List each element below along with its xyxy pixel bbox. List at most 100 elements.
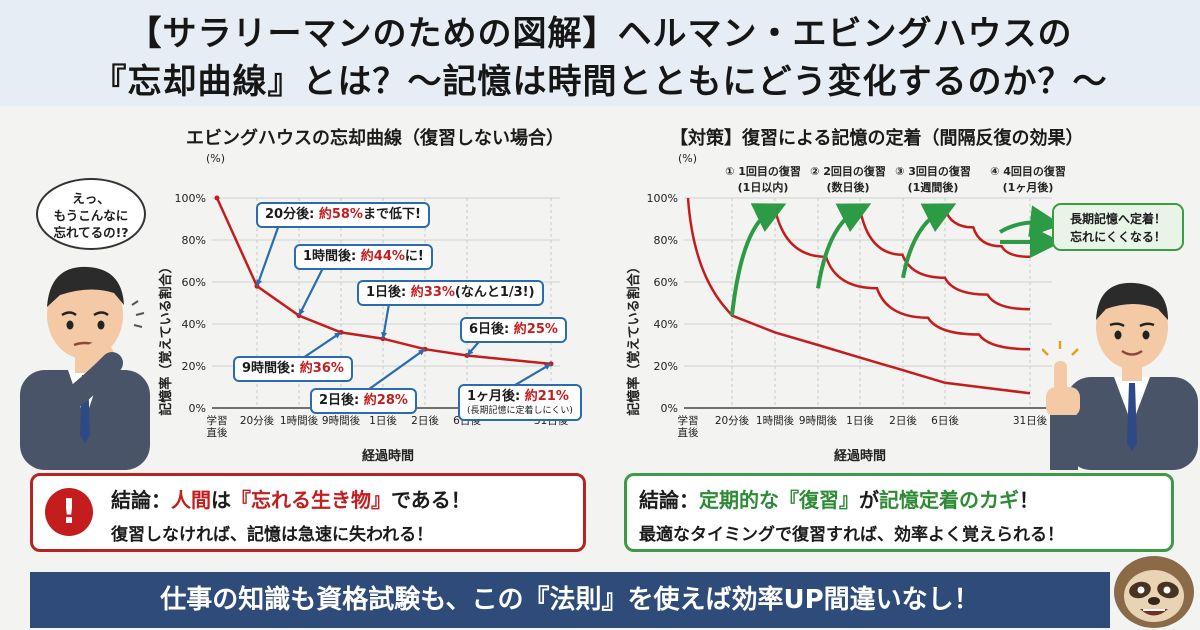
- left-chart-y-tick-label: 60%: [182, 276, 206, 289]
- left-callout-arrows: [255, 221, 552, 393]
- baseline-decay-curve: [686, 197, 1031, 395]
- right-chart-x-tick-label: 31日後: [1013, 414, 1048, 427]
- review-4-label: ④ 4回目の復習: [990, 164, 1066, 178]
- conclusion-right-hl2: 『復習』: [779, 488, 859, 512]
- callout-arrow: [255, 221, 282, 287]
- right-panel: 【対策】復習による記憶の定着（間隔反復の効果） 0% 20% 40% 60% 80% 10…: [600, 110, 1200, 470]
- title-band: [0, 0, 1200, 106]
- speech-line-3: 忘れてるの!?: [53, 225, 129, 240]
- left-chart-x-tick-label: 1時間後: [280, 414, 319, 427]
- left-x-axis-label: 経過時間: [362, 448, 414, 464]
- conclusion-left-line-2: 復習しなければ、記憶は急速に失われる！: [111, 525, 434, 545]
- right-y-axis-label: 記憶率（覚えている割合）: [626, 260, 642, 415]
- left-chart-x-tick-label: 20分後: [240, 414, 275, 427]
- conclusion-left-mid: は: [211, 488, 231, 512]
- callout-arrow: [509, 362, 552, 389]
- right-chart-x-tick-label: 20分後: [715, 414, 750, 427]
- left-chart-y-tick-label: 0%: [189, 402, 206, 415]
- left-chart-y-tick-label: 100%: [175, 192, 206, 205]
- right-chart-x-tick-label: 直後: [678, 426, 699, 439]
- callout-arrowhead: [256, 279, 262, 287]
- callout-6days: 6日後: 約25%: [460, 317, 567, 343]
- callout-1hour-value: 約44%: [360, 249, 405, 264]
- review-2-timing: (数日後): [826, 180, 869, 194]
- right-chart-x-tick-label: 2日後: [889, 414, 917, 427]
- callout-1day-pre: 1日後:: [366, 285, 411, 300]
- long-term-badge: [1052, 203, 1184, 251]
- right-y-unit: (%): [678, 152, 697, 165]
- conclusion-right-hl3: 記憶定着のカギ: [879, 488, 1019, 512]
- callout-arrow: [299, 331, 342, 361]
- review-3-label: ③ 3回目の復習: [895, 164, 971, 178]
- right-chart-x-tick-label: 学習: [678, 414, 699, 427]
- review-3-timing: (1週間後): [908, 180, 959, 194]
- left-chart-x-tick-label: 2日後: [411, 414, 439, 427]
- conclusion-left-suffix: である！: [391, 488, 471, 512]
- callout-1month: 1ヶ月後: 約21% (長期記憶に定着しにくい): [458, 384, 582, 421]
- review-4-timing: (1ヶ月後): [1003, 180, 1054, 194]
- conclusion-right-suffix: ！: [1019, 488, 1039, 512]
- conclusion-left-prefix: 結論：: [111, 488, 171, 512]
- review-2-decay-curve: [858, 208, 1031, 311]
- review-1-boost-arrow: [730, 203, 787, 316]
- callout-1hour: 1時間後: 約44%に!: [294, 244, 433, 270]
- right-chart-y-tick-label: 80%: [654, 234, 678, 247]
- callout-9hours-pre: 9時間後:: [242, 361, 300, 376]
- left-chart-y-tick-label: 40%: [182, 318, 206, 331]
- callout-1month-value: 約21%: [524, 389, 569, 404]
- forgetting-curve-line: [215, 197, 552, 366]
- left-chart-y-tick-label: 80%: [182, 234, 206, 247]
- left-panel: エビングハウスの忘却曲線（復習しない場合） えっ、 もうこんなに 忘れてるの!?…: [0, 110, 600, 470]
- conclusion-right-mid: が: [859, 488, 879, 512]
- left-y-unit: (%): [206, 152, 225, 165]
- left-chart-x-tick-label: 9時間後: [322, 414, 361, 427]
- review-3-decay-curve: [943, 208, 1031, 259]
- callout-20min: 20分後: 約58%まで低下!: [256, 202, 430, 228]
- right-chart-y-tick-label: 60%: [654, 276, 678, 289]
- speech-bubble: えっ、 もうこんなに 忘れてるの!?: [36, 178, 146, 250]
- right-chart-x-tick-label: 1日後: [846, 414, 874, 427]
- footer-banner: 仕事の知識も資格試験も、この『法則』を使えば効率UP間違いなし！: [30, 572, 1110, 628]
- speech-line-1: えっ、: [72, 191, 110, 206]
- left-chart-x-tick-label: 直後: [207, 426, 228, 439]
- callout-2days: 2日後: 約28%: [310, 388, 417, 414]
- callout-1month-pre: 1ヶ月後:: [467, 389, 525, 404]
- callout-2days-pre: 2日後:: [319, 393, 364, 408]
- sloth-mascot-illustration: [1114, 556, 1194, 628]
- review-3-boost-arrow: [901, 203, 957, 279]
- right-chart-x-tick-label: 9時間後: [799, 414, 838, 427]
- conclusion-left-line-1: 結論：人間は『忘れる生き物』である！: [111, 484, 471, 513]
- right-chart-x-tick-label: 1時間後: [756, 414, 795, 427]
- review-1-timing: (1日以内): [738, 180, 789, 194]
- right-chart-y-tick-label: 100%: [647, 192, 678, 205]
- left-chart-x-tick-label: 1日後: [369, 414, 397, 427]
- confident-businessman-illustration: [1042, 282, 1198, 470]
- callout-2days-value: 約28%: [363, 393, 408, 408]
- left-chart-x-tick-label: 学習: [207, 414, 228, 427]
- right-chart-series: [686, 197, 1031, 395]
- right-chart-y-tick-label: 40%: [654, 318, 678, 331]
- callout-arrowhead: [381, 331, 388, 339]
- conclusion-left-hl2: 『忘れる生き物』: [231, 488, 391, 512]
- conclusion-right-box: 結論：定期的な『復習』が記憶定着のカギ！ 最適なタイミングで復習すれば、効率よく…: [624, 473, 1174, 552]
- right-x-axis-label: 経過時間: [834, 448, 886, 464]
- right-chart-y-tick-label: 20%: [654, 360, 678, 373]
- callout-9hours: 9時間後: 約36%: [233, 356, 353, 382]
- callout-1hour-post: に!: [404, 249, 424, 264]
- review-labels: ① 1回目の復習 (1日以内) ② 2回目の復習 (数日後) ③ 3回目の復習 …: [725, 164, 1066, 194]
- callout-1hour-pre: 1時間後:: [303, 249, 361, 264]
- callout-9hours-value: 約36%: [299, 361, 344, 376]
- callout-arrowhead: [299, 308, 305, 316]
- callout-20min-value: 約58%: [318, 207, 363, 222]
- callout-arrowhead: [418, 349, 425, 356]
- left-y-axis-label: 記憶率（覚えている割合）: [158, 260, 174, 415]
- right-chart-y-tick-label: 0%: [661, 402, 678, 415]
- conclusion-left-box: ! 結論：人間は『忘れる生き物』である！ 復習しなければ、記憶は急速に失われる！: [30, 473, 586, 552]
- conclusion-right-hl1: 定期的な: [699, 488, 779, 512]
- callout-6days-value: 約25%: [513, 322, 558, 337]
- right-chart-title: 【対策】復習による記憶の定着（間隔反復の効果）: [670, 128, 1084, 149]
- conclusion-right-prefix: 結論：: [639, 488, 699, 512]
- conclusion-left-hl1: 人間: [171, 488, 211, 512]
